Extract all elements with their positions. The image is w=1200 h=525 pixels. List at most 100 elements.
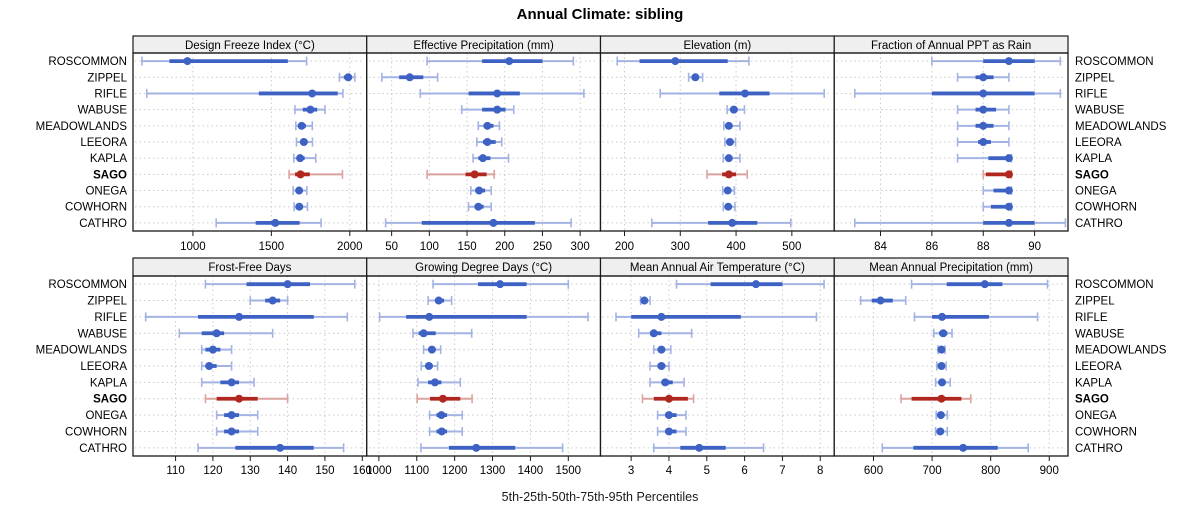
whisker-kapla <box>472 153 510 163</box>
axis-tick-label: 5 <box>704 465 710 477</box>
panel-header-title: Fraction of Annual PPT as Rain <box>871 40 1031 52</box>
whisker-rifle <box>146 88 344 98</box>
whisker-kapla <box>417 377 462 387</box>
median-dot <box>979 89 988 98</box>
axis-tick-label: 4 <box>666 465 673 477</box>
axis-tick-label: 700 <box>922 465 941 477</box>
axis-tick-label: 100 <box>420 241 439 253</box>
whisker-rifle <box>853 88 1062 98</box>
site-label-left-roscommon: ROSCOMMON <box>48 279 127 291</box>
whisker-cathro <box>653 443 765 453</box>
median-dot <box>937 394 946 403</box>
axis-tick-label: 200 <box>495 241 514 253</box>
median-dot <box>937 345 946 354</box>
whisker-onega <box>935 410 949 420</box>
whisker-onega <box>292 186 308 196</box>
whisker-cowhorn <box>428 426 464 436</box>
panel-header-title: Elevation (m) <box>684 40 752 52</box>
whisker-sago <box>416 394 473 404</box>
axis-tick-label: 84 <box>874 241 887 253</box>
panel-header-title: Mean Annual Precipitation (mm) <box>869 262 1033 274</box>
median-dot <box>723 186 732 195</box>
median-dot <box>344 73 353 82</box>
panel-header-title: Mean Annual Air Temperature (°C) <box>630 262 805 274</box>
whisker-rifle <box>378 312 589 322</box>
median-dot <box>183 57 192 66</box>
median-dot <box>308 89 317 98</box>
median-dot <box>649 329 658 338</box>
median-dot <box>474 202 483 211</box>
panel-frost-free-days: 110 120 130 140 150 160 Frost-Free Days <box>132 257 372 477</box>
whisker-kapla <box>722 153 741 163</box>
median-dot <box>661 378 670 387</box>
median-dot <box>657 345 666 354</box>
axis-tick-label: 1100 <box>404 465 429 477</box>
median-dot <box>483 138 492 146</box>
median-dot <box>724 121 733 130</box>
whisker-meadowlands <box>956 121 1010 131</box>
site-label-left-zippel: ZIPPEL <box>87 296 127 308</box>
median-dot <box>227 378 236 387</box>
whisker-cathro <box>853 218 1067 228</box>
median-dot <box>430 378 439 387</box>
median-dot <box>751 280 760 289</box>
site-label-left-onega: ONEGA <box>85 186 127 198</box>
median-dot <box>936 427 945 436</box>
axis-tick-label: 160 <box>353 465 372 477</box>
whisker-wabuse <box>460 105 515 115</box>
axis-tick-label: 8 <box>817 465 823 477</box>
site-label-right-zippel: ZIPPEL <box>1075 296 1115 308</box>
axis-tick-label: 120 <box>203 465 222 477</box>
whisker-wabuse <box>956 105 1010 115</box>
site-label-right-leeora: LEEORA <box>1075 361 1122 373</box>
median-dot <box>937 362 946 370</box>
median-dot <box>424 362 433 370</box>
whisker-zippel <box>859 296 907 306</box>
whisker-rifle <box>144 312 349 322</box>
axis-tick-label: 400 <box>726 241 745 253</box>
panel-header-title: Design Freeze Index (°C) <box>185 40 315 52</box>
median-dot <box>427 345 436 354</box>
whisker-cowhorn <box>722 202 736 212</box>
whisker-roscommon <box>204 279 356 289</box>
whisker-zippel <box>639 296 651 306</box>
median-dot <box>939 329 948 338</box>
median-dot <box>208 345 217 354</box>
whisker-cowhorn <box>934 426 949 436</box>
site-label-left-cowhorn: COWHORN <box>65 202 127 214</box>
whisker-roscommon <box>675 279 825 289</box>
site-label-left-roscommon: ROSCOMMON <box>48 56 127 68</box>
whisker-zippel <box>338 72 356 82</box>
median-dot <box>227 411 236 420</box>
median-dot <box>979 105 988 114</box>
whisker-onega <box>470 186 492 196</box>
median-dot <box>1004 202 1013 211</box>
percentile-caption: 5th-25th-50th-75th-95th Percentiles <box>501 490 699 504</box>
axis-tick-label: 2000 <box>337 241 363 253</box>
whisker-wabuse <box>726 105 746 115</box>
axis-tick-label: 300 <box>571 241 590 253</box>
median-dot <box>657 362 666 370</box>
median-dot <box>306 105 315 114</box>
axis-tick-label: 800 <box>981 465 1000 477</box>
site-label-left-rifle: RIFLE <box>94 312 127 324</box>
axis-tick-label: 1500 <box>259 241 285 253</box>
median-dot <box>664 411 673 420</box>
site-label-right-zippel: ZIPPEL <box>1075 72 1115 84</box>
median-dot <box>297 121 306 130</box>
whisker-cathro <box>651 218 792 228</box>
axis-tick-label: 150 <box>315 465 334 477</box>
whisker-kapla <box>293 153 317 163</box>
axis-tick-label: 300 <box>671 241 690 253</box>
median-dot <box>979 121 988 130</box>
axis-tick-label: 7 <box>779 465 785 477</box>
axis-tick-label: 1200 <box>442 465 468 477</box>
whisker-kapla <box>649 377 685 387</box>
axis-tick-label: 600 <box>864 465 883 477</box>
median-dot <box>483 121 492 130</box>
panel-border <box>833 52 1069 232</box>
axis-tick-label: 900 <box>1040 465 1059 477</box>
axis-tick-label: 3 <box>628 465 634 477</box>
whisker-leeora <box>956 137 1010 147</box>
